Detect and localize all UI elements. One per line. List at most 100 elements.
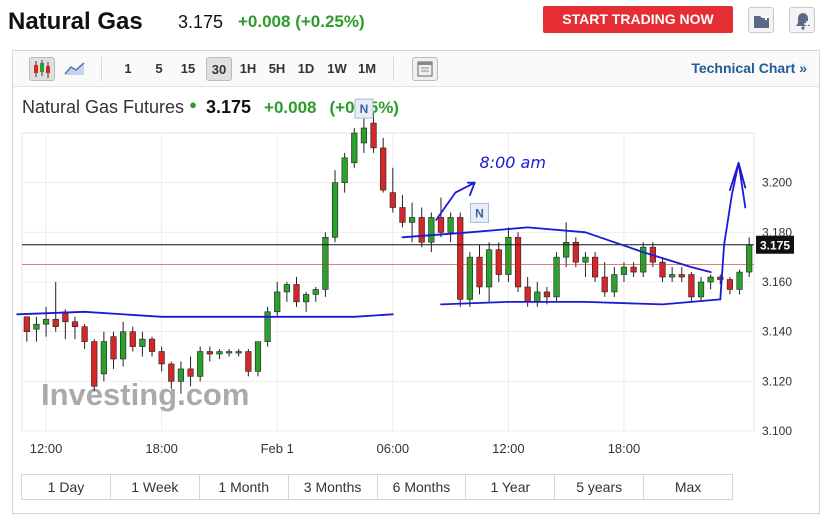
chart-settings-icon[interactable]	[412, 57, 438, 81]
interval-15[interactable]: 15	[180, 61, 196, 76]
candle	[100, 331, 107, 382]
candle-body	[707, 276, 714, 283]
candle	[370, 113, 377, 153]
candle-body	[466, 256, 473, 300]
candle	[351, 128, 358, 168]
candle-body	[71, 321, 79, 328]
interval-30[interactable]: 30	[206, 57, 232, 81]
candle	[168, 361, 175, 389]
candle-body	[408, 217, 416, 223]
candlestick-icon[interactable]	[29, 57, 55, 81]
channel-upper-line	[401, 226, 712, 273]
candle-body	[187, 368, 194, 377]
candle	[408, 202, 416, 243]
candle-body	[620, 266, 628, 275]
candle-body	[283, 284, 290, 293]
candle	[611, 267, 618, 297]
candle	[640, 242, 647, 278]
candle-body	[697, 281, 705, 298]
price-chart[interactable]: Investing.com 8:00 am NN 3.1003.1203.140…	[13, 51, 819, 471]
candle-body	[746, 244, 753, 273]
x-tick-label: 06:00	[377, 441, 410, 456]
candles	[23, 113, 753, 394]
candle	[688, 272, 695, 302]
candle-body	[197, 351, 204, 377]
candle	[42, 306, 50, 337]
y-tick-label: 3.120	[762, 374, 792, 388]
interval-1d[interactable]: 1D	[297, 61, 315, 76]
range-1-day[interactable]: 1 Day	[22, 475, 111, 499]
candle-body	[688, 274, 695, 298]
candle-body	[254, 341, 262, 372]
news-marker-label: N	[360, 102, 369, 116]
news-marker	[354, 98, 374, 119]
candle	[476, 244, 483, 295]
candle	[399, 195, 406, 228]
candle	[139, 331, 146, 357]
candle	[726, 277, 734, 295]
add-to-portfolio-icon[interactable]	[748, 7, 774, 33]
range-3-months[interactable]: 3 Months	[289, 475, 378, 499]
candle-body	[389, 192, 396, 208]
candle-body	[495, 249, 502, 275]
candle-body	[148, 338, 156, 352]
start-trading-button[interactable]: START TRADING NOW	[543, 6, 733, 33]
candle	[746, 237, 753, 278]
range-6-months[interactable]: 6 Months	[378, 475, 467, 499]
candle-body	[264, 311, 271, 342]
candle	[110, 331, 117, 369]
area-chart-icon[interactable]	[63, 57, 89, 81]
candle-body	[245, 351, 252, 372]
range-1-week[interactable]: 1 Week	[111, 475, 200, 499]
candle-body	[678, 274, 685, 278]
interval-1m[interactable]: 1M	[357, 61, 377, 76]
candle	[33, 316, 40, 342]
candle-body	[139, 338, 146, 347]
candle	[274, 282, 281, 317]
range-max[interactable]: Max	[674, 479, 702, 495]
candle-body	[534, 291, 541, 303]
candle-body	[370, 122, 377, 149]
technical-chart-link[interactable]: Technical Chart »	[691, 60, 807, 76]
candle-body	[611, 274, 618, 293]
instrument-title: Natural Gas	[8, 8, 143, 35]
candle-body	[360, 127, 368, 144]
candle-body	[206, 351, 213, 355]
candle-body	[312, 289, 319, 295]
x-tick-label: 12:00	[492, 441, 525, 456]
candle	[669, 267, 676, 282]
interval-1[interactable]: 1	[124, 61, 132, 76]
candle	[264, 306, 271, 347]
candle-body	[81, 326, 88, 342]
candle	[418, 207, 425, 248]
interval-5h[interactable]: 5H	[268, 61, 286, 76]
candle-body	[399, 207, 406, 223]
add-alert-icon[interactable]	[789, 7, 815, 33]
news-markers: NN	[354, 98, 489, 223]
candle-body	[553, 256, 560, 298]
candle	[245, 349, 252, 377]
candle-body	[437, 217, 445, 233]
candle	[534, 282, 541, 307]
candle	[341, 152, 348, 193]
candle-body	[293, 284, 300, 303]
candle-body	[110, 336, 117, 360]
range-1-month[interactable]: 1 Month	[200, 475, 289, 499]
interval-1w[interactable]: 1W	[327, 61, 347, 76]
x-tick-label: 12:00	[30, 441, 63, 456]
x-tick-label: 18:00	[145, 441, 178, 456]
interval-5[interactable]: 5	[155, 61, 163, 76]
candle-body	[177, 368, 185, 382]
arrow-to-annotation	[435, 181, 476, 221]
candle	[283, 282, 290, 302]
candle-body	[33, 323, 40, 330]
range-5-years[interactable]: 5 years	[555, 475, 645, 499]
interval-1h[interactable]: 1H	[239, 61, 257, 76]
candle	[71, 316, 79, 340]
chart-instrument-name: Natural Gas Futures	[22, 97, 185, 117]
candle	[389, 167, 396, 213]
y-tick-label: 3.100	[762, 424, 792, 438]
candle	[466, 252, 473, 307]
range-1-year[interactable]: 1 Year	[466, 475, 556, 499]
